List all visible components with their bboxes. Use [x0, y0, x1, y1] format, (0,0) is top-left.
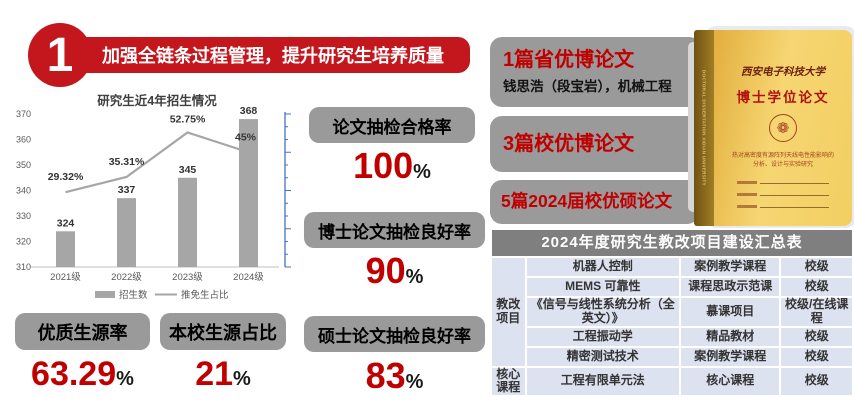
table-cell: 机器人控制: [524, 256, 682, 278]
svg-text:350: 350: [16, 160, 31, 170]
table-cell: MEMS 可靠性: [524, 276, 682, 298]
table-group-label: 教改项目: [490, 256, 527, 368]
svg-text:35.31%: 35.31%: [109, 156, 145, 168]
table-row: 工程振动学 精品教材 校级: [491, 325, 854, 348]
svg-text:2024级: 2024级: [233, 271, 264, 283]
table-row: 《信号与线性系统分析（全英文）》 慕课项目 校级/在线课程: [491, 296, 854, 328]
svg-text:360: 360: [16, 135, 31, 145]
table-group-label: 核心课程: [490, 365, 527, 398]
table-cell: 校级: [779, 256, 854, 278]
table-row: MEMS 可靠性 课程思政示范课 校级: [491, 276, 854, 298]
award-school-phd: 3篇校优博论文: [490, 116, 701, 172]
table-cell: 精密测试技术: [524, 345, 682, 368]
edu-projects-table: 2024年度研究生教改项目建设汇总表 教改项目 机器人控制 案例教学课程 校级 MEMS…: [490, 228, 854, 398]
svg-text:2021级: 2021级: [50, 271, 81, 283]
table-cell: 校级/在线课程: [779, 296, 854, 328]
book-title: 博士学位论文: [736, 90, 830, 105]
stat-value-thesis-pass-rate: 100%: [309, 148, 475, 184]
book-spine-text: DOCTORAL DISSERTATION XIDIAN UNIVERSITY: [701, 70, 707, 186]
book-pages-edge: [688, 42, 698, 212]
section-number: 1: [28, 23, 92, 87]
table-cell: 核心课程: [679, 365, 782, 398]
enrollment-chart: 研究生近4年招生情况 310 320 330 340 350 360 370 324 337 345…: [5, 92, 305, 310]
table-cell: 工程振动学: [524, 325, 682, 348]
award-title: 3篇校优博论文: [503, 133, 635, 155]
svg-text:330: 330: [16, 211, 31, 221]
table-row: 教改项目 机器人控制 案例教学课程 校级: [490, 256, 854, 368]
svg-text:45%: 45%: [235, 131, 257, 143]
university-emblem-icon: ❁: [769, 114, 797, 142]
thesis-cover-image: DOCTORAL DISSERTATION XIDIAN UNIVERSITY …: [694, 30, 852, 226]
stat-unit: %: [413, 161, 431, 183]
stat-number: 63.29: [31, 355, 117, 393]
stat-value-master-good-rate: 83%: [304, 358, 485, 394]
stat-number: 100: [353, 145, 414, 186]
table-cell: 校级: [779, 325, 854, 348]
stat-unit: %: [405, 266, 424, 288]
table-cell: 精品教材: [679, 325, 782, 348]
thesis-line: 热对高密度有源阵列天线电性能影响的: [731, 153, 834, 159]
book-cover: 西安电子科技大学 博士学位论文 ❁ 热对高密度有源阵列天线电性能影响的 分析、设…: [714, 30, 852, 226]
stat-label-thesis-pass-rate: 论文抽检合格率: [309, 107, 475, 143]
stat-label-quality-source-rate: 优质生源率: [15, 313, 150, 350]
svg-text:研究生近4年招生情况: 研究生近4年招生情况: [97, 93, 217, 108]
stat-label-local-source-rate: 本校生源占比: [160, 313, 286, 350]
award-provincial-phd: 1篇省优博论文 钱思浩（段宝岩），机械工程: [490, 37, 701, 107]
svg-text:370: 370: [16, 109, 31, 119]
table-title: 2024年度研究生教改项目建设汇总表: [490, 228, 854, 258]
stat-value-quality-source-rate: 63.29%: [10, 357, 155, 391]
stat-number: 83: [365, 355, 406, 396]
emblem-glyph: ❁: [776, 119, 790, 137]
svg-text:368: 368: [240, 105, 258, 117]
svg-text:29.32%: 29.32%: [48, 171, 84, 183]
book-university: 西安电子科技大学: [741, 66, 825, 78]
award-subtitle: 钱思浩（段宝岩），机械工程: [503, 79, 672, 94]
svg-text:345: 345: [179, 164, 197, 176]
stat-unit: %: [405, 371, 424, 393]
award-title: 1篇省优博论文: [503, 49, 635, 71]
table-cell: 工程有限单元法: [524, 365, 682, 398]
table-cell: 校级: [779, 276, 854, 298]
svg-text:推免生占比: 推免生占比: [181, 289, 229, 301]
table-cell: 校级: [779, 365, 854, 398]
svg-text:337: 337: [118, 184, 136, 196]
book-thesis-title: 热对高密度有源阵列天线电性能影响的 分析、设计与实验研究: [714, 152, 852, 170]
stat-label-master-good-rate: 硕士论文抽检良好率: [304, 316, 485, 352]
table-cell: 课程思政示范课: [679, 276, 782, 298]
award-school-master: 5篇2024届校优硕论文: [490, 180, 699, 224]
stat-unit: %: [116, 368, 134, 390]
table-row: 核心课程 工程有限单元法 核心课程 校级: [490, 365, 854, 398]
stat-number: 90: [365, 250, 406, 291]
stat-unit: %: [233, 368, 251, 390]
stat-value-phd-good-rate: 90%: [304, 253, 485, 289]
table-cell: 慕课项目: [679, 296, 782, 328]
stat-number: 21: [195, 355, 234, 393]
book-spine: DOCTORAL DISSERTATION XIDIAN UNIVERSITY: [694, 30, 714, 226]
slide-title: 加强全链条过程管理，提升研究生培养质量: [102, 46, 444, 66]
award-title: 5篇2024届校优硕论文: [501, 191, 673, 212]
table-cell: 校级: [779, 345, 854, 368]
table-row: 精密测试技术 案例教学课程 校级: [491, 345, 854, 368]
stat-label-phd-good-rate: 博士论文抽检良好率: [304, 212, 485, 248]
svg-text:310: 310: [16, 262, 31, 272]
stat-value-local-source-rate: 21%: [160, 357, 286, 391]
svg-text:52.75%: 52.75%: [170, 113, 206, 125]
signature-lines: [737, 179, 829, 208]
thesis-line: 分析、设计与实验研究: [752, 162, 813, 168]
table-cell: 《信号与线性系统分析（全英文）》: [524, 296, 682, 328]
svg-text:2023级: 2023级: [172, 271, 203, 283]
slide-title-banner: 加强全链条过程管理，提升研究生培养质量: [62, 37, 470, 73]
table-cell: 案例教学课程: [679, 256, 782, 278]
table-cell: 案例教学课程: [679, 345, 782, 368]
svg-text:招生数: 招生数: [119, 289, 148, 301]
svg-text:2022级: 2022级: [111, 271, 142, 283]
svg-text:320: 320: [16, 237, 31, 247]
svg-text:340: 340: [16, 186, 31, 196]
svg-text:324: 324: [57, 217, 75, 229]
